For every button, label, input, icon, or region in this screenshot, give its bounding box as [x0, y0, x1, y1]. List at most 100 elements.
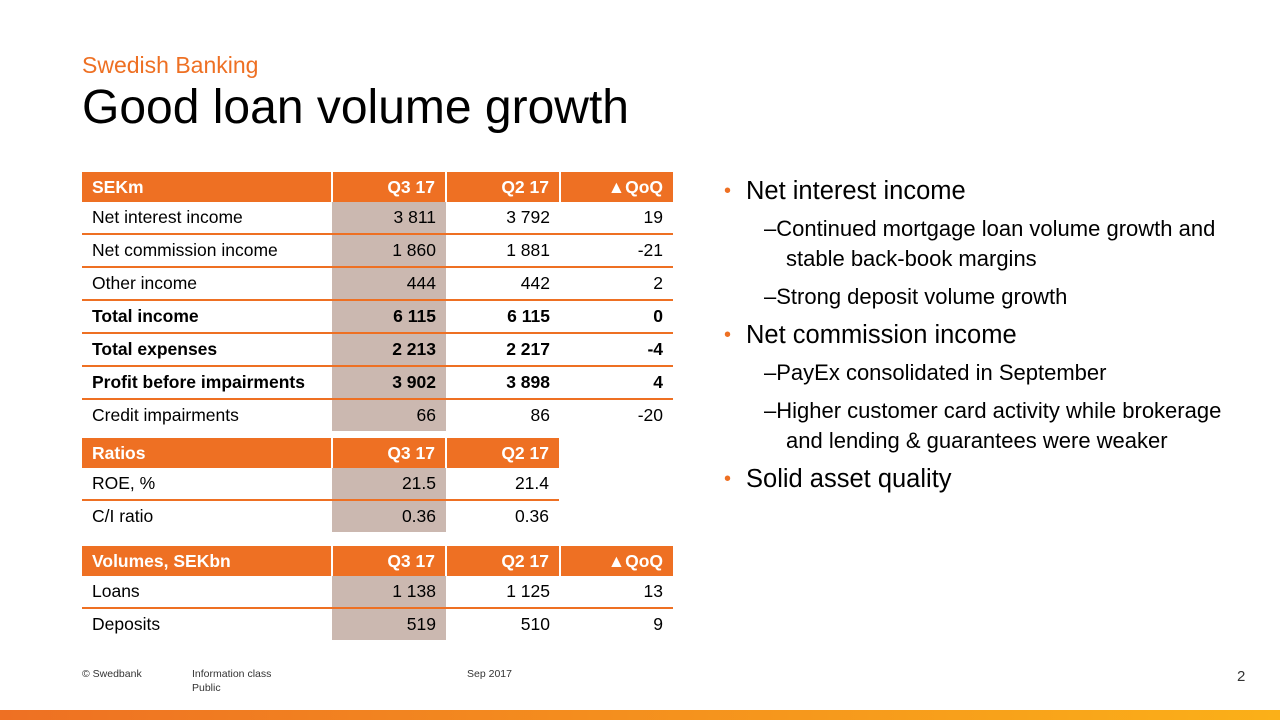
table-cell: -4 [560, 333, 673, 367]
table-cell: 3 811 [332, 202, 446, 235]
column-header: Q2 17 [446, 438, 559, 468]
table-cell: 519 [332, 608, 446, 640]
table-cell: 2 [560, 267, 673, 301]
table-row: Other income 444 442 2 [82, 267, 673, 301]
dash-icon: – [764, 360, 777, 385]
table-cell: 21.5 [332, 468, 446, 501]
bullet-dot-icon: • [724, 468, 732, 490]
bullet-list: • Net interest income –Continued mortgage … [724, 172, 1264, 502]
table-cell: 3 898 [446, 366, 560, 400]
dash-icon: – [764, 284, 777, 309]
table-cell: Total expenses [82, 333, 332, 367]
table-cell: 1 138 [332, 576, 446, 609]
info-class-label: Information class [192, 668, 272, 680]
table-row: Deposits 519 510 9 [82, 608, 673, 640]
bullet-item: • Net commission income [724, 320, 1264, 350]
page-title: Good loan volume growth [82, 81, 629, 134]
table-cell: 444 [332, 267, 446, 301]
table-cell: 1 881 [446, 234, 560, 268]
column-header: ▲QoQ [560, 172, 673, 202]
info-class-value: Public [192, 682, 221, 694]
column-header: Q2 17 [446, 172, 561, 202]
table-cell: 19 [560, 202, 673, 235]
sub-bullet-item: –Continued mortgage loan volume growth a… [724, 214, 1264, 274]
table-header-row: Volumes, SEKbn Q3 17 Q2 17 ▲QoQ [82, 546, 673, 576]
table-cell: 2 217 [446, 333, 560, 367]
bullet-item: • Net interest income [724, 176, 1264, 206]
sub-bullet-item: –Higher customer card activity while bro… [724, 396, 1264, 456]
column-header: Q3 17 [332, 546, 447, 576]
table-cell: 21.4 [446, 468, 559, 501]
table-row: ROE, % 21.5 21.4 [82, 468, 559, 501]
table-row: Total income 6 115 6 115 0 [82, 300, 673, 334]
table-row: Credit impairments 66 86 -20 [82, 399, 673, 431]
table-cell: 3 902 [332, 366, 446, 400]
sub-bullet-text: Higher customer card activity while brok… [776, 398, 1222, 453]
bullet-item: • Solid asset quality [724, 464, 1264, 494]
table-cell: 0.36 [332, 500, 446, 532]
table-cell: Loans [82, 576, 332, 609]
table-cell: -21 [560, 234, 673, 268]
column-header: Q3 17 [332, 172, 447, 202]
sub-bullet-text: Continued mortgage loan volume growth an… [776, 216, 1216, 271]
page-number: 2 [1237, 668, 1246, 685]
column-header: Q2 17 [446, 546, 561, 576]
table-cell: -20 [637, 405, 663, 425]
table-cell: ROE, % [82, 468, 332, 501]
table-cell: 6 115 [332, 300, 446, 334]
table-cell: Total income [82, 300, 332, 334]
table-cell: Credit impairments [92, 405, 239, 425]
table-cell: Net interest income [82, 202, 332, 235]
bullet-text: Solid asset quality [746, 465, 952, 493]
column-header: Q3 17 [332, 438, 447, 468]
table-header-row: SEKm Q3 17 Q2 17 ▲QoQ [82, 172, 673, 202]
sub-bullet-text: Strong deposit volume growth [776, 284, 1068, 309]
table-cell: 6 115 [446, 300, 560, 334]
footer-date: Sep 2017 [467, 668, 512, 680]
footer-info-class: Information class Public [192, 667, 271, 695]
bullet-dot-icon: • [724, 324, 732, 346]
volumes-table: Volumes, SEKbn Q3 17 Q2 17 ▲QoQ Loans 1 138 1 … [82, 546, 673, 640]
table-cell: 442 [446, 267, 560, 301]
footer-gradient-bar [0, 710, 1280, 720]
column-header: Volumes, SEKbn [82, 546, 333, 576]
income-table: SEKm Q3 17 Q2 17 ▲QoQ Net interest income 3 8… [82, 172, 673, 431]
sub-bullet-text: PayEx consolidated in September [776, 360, 1107, 385]
table-row: Net commission income 1 860 1 881 -21 [82, 234, 673, 268]
table-cell: Net commission income [82, 234, 332, 268]
table-row: Profit before impairments 3 902 3 898 4 [82, 366, 673, 400]
sub-bullet-item: –Strong deposit volume growth [724, 282, 1264, 312]
table-cell: Other income [82, 267, 332, 301]
table-cell: 0.36 [514, 506, 549, 526]
column-header: ▲QoQ [560, 546, 673, 576]
table-cell: 9 [653, 614, 663, 634]
column-header: SEKm [82, 172, 333, 202]
table-cell: 3 792 [446, 202, 560, 235]
column-header: Ratios [82, 438, 333, 468]
dash-icon: – [764, 398, 777, 423]
table-row: Loans 1 138 1 125 13 [82, 576, 673, 609]
ratios-table: Ratios Q3 17 Q2 17 ROE, % 21.5 21.4 C/I ratio 0… [82, 438, 559, 532]
table-cell: 1 125 [446, 576, 560, 609]
table-cell: C/I ratio [92, 506, 154, 526]
bullet-text: Net interest income [746, 177, 966, 205]
bullet-text: Net commission income [746, 321, 1017, 349]
dash-icon: – [764, 216, 777, 241]
table-cell: 510 [520, 614, 550, 634]
table-row: Net interest income 3 811 3 792 19 [82, 202, 673, 235]
sub-bullet-item: –PayEx consolidated in September [724, 358, 1264, 388]
table-cell: 4 [560, 366, 673, 400]
bullet-dot-icon: • [724, 180, 732, 202]
table-cell: Profit before impairments [82, 366, 332, 400]
table-cell: 13 [560, 576, 673, 609]
table-header-row: Ratios Q3 17 Q2 17 [82, 438, 559, 468]
table-row: Total expenses 2 213 2 217 -4 [82, 333, 673, 367]
table-cell: 1 860 [332, 234, 446, 268]
table-cell: 0 [560, 300, 673, 334]
footer-copyright: © Swedbank [82, 668, 142, 680]
table-cell: 86 [530, 405, 550, 425]
table-cell: 2 213 [332, 333, 446, 367]
table-row: C/I ratio 0.36 0.36 [82, 500, 559, 532]
table-cell: 66 [332, 399, 446, 431]
table-cell: Deposits [92, 614, 161, 634]
